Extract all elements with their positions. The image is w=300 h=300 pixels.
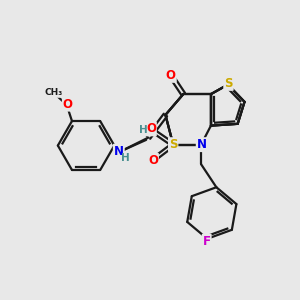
Text: H: H	[139, 125, 148, 135]
Text: F: F	[203, 235, 211, 248]
Text: H: H	[121, 153, 130, 163]
Text: O: O	[146, 122, 156, 135]
Text: N: N	[197, 138, 207, 151]
Text: S: S	[224, 77, 233, 90]
Text: N: N	[114, 145, 124, 158]
Text: S: S	[169, 138, 177, 151]
Text: O: O	[148, 154, 158, 167]
Text: O: O	[63, 98, 73, 111]
Text: CH₃: CH₃	[45, 88, 63, 98]
Text: O: O	[166, 69, 176, 82]
